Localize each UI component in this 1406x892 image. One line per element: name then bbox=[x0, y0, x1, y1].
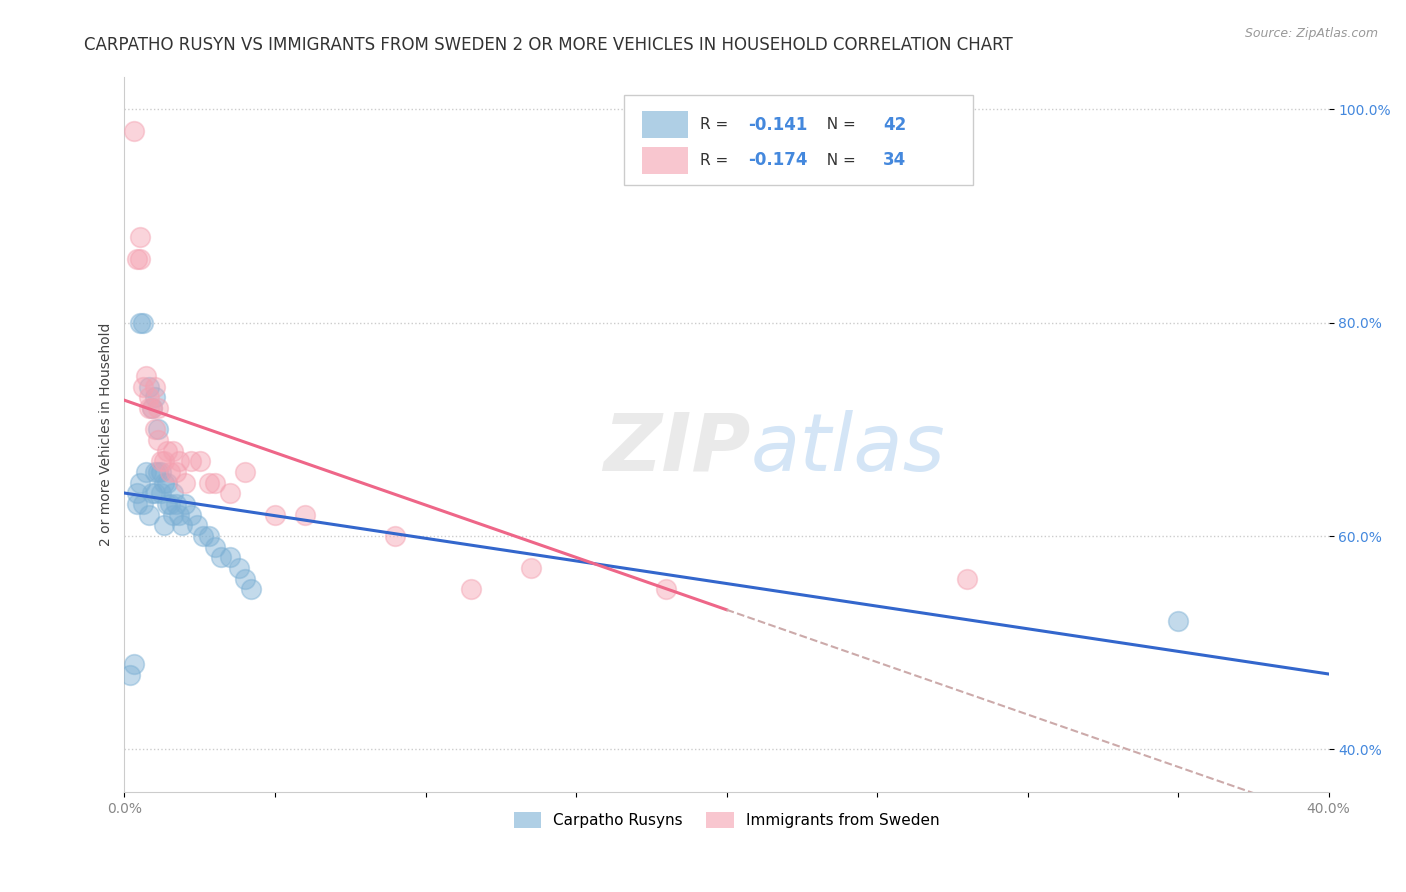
Point bbox=[218, 486, 240, 500]
Point bbox=[162, 443, 184, 458]
Point bbox=[143, 422, 166, 436]
Point bbox=[233, 572, 256, 586]
Point bbox=[138, 380, 160, 394]
Point bbox=[135, 465, 157, 479]
Text: ZIP: ZIP bbox=[603, 410, 751, 488]
Point bbox=[152, 475, 174, 490]
Text: R =: R = bbox=[700, 153, 733, 168]
Point bbox=[1167, 615, 1189, 629]
Bar bbox=[643, 111, 688, 138]
Point bbox=[141, 486, 163, 500]
Point bbox=[146, 401, 169, 415]
Point bbox=[128, 475, 150, 490]
Point bbox=[162, 486, 184, 500]
Point bbox=[197, 475, 219, 490]
Point bbox=[138, 401, 160, 415]
Point bbox=[149, 486, 172, 500]
Point bbox=[131, 380, 153, 394]
Point bbox=[156, 475, 179, 490]
Point bbox=[138, 508, 160, 522]
Point bbox=[146, 465, 169, 479]
Text: 42: 42 bbox=[883, 116, 907, 134]
Point bbox=[125, 252, 148, 266]
Point bbox=[191, 529, 214, 543]
Point bbox=[209, 550, 232, 565]
Point bbox=[120, 667, 142, 681]
Point bbox=[180, 508, 202, 522]
Point bbox=[138, 390, 160, 404]
Point bbox=[152, 454, 174, 468]
Point bbox=[141, 401, 163, 415]
Point bbox=[122, 124, 145, 138]
Point bbox=[162, 508, 184, 522]
Point bbox=[294, 508, 316, 522]
Point bbox=[125, 497, 148, 511]
Bar bbox=[643, 147, 688, 174]
Point bbox=[173, 475, 195, 490]
Point bbox=[204, 475, 226, 490]
Point bbox=[188, 454, 211, 468]
Point bbox=[655, 582, 678, 597]
Point bbox=[204, 540, 226, 554]
FancyBboxPatch shape bbox=[624, 95, 973, 185]
Text: N =: N = bbox=[817, 117, 860, 132]
Point bbox=[170, 518, 193, 533]
Text: 34: 34 bbox=[883, 152, 907, 169]
Point bbox=[146, 422, 169, 436]
Text: atlas: atlas bbox=[751, 410, 945, 488]
Point bbox=[143, 380, 166, 394]
Point bbox=[159, 497, 181, 511]
Point bbox=[156, 497, 179, 511]
Point bbox=[197, 529, 219, 543]
Point bbox=[264, 508, 287, 522]
Point bbox=[149, 454, 172, 468]
Point bbox=[131, 497, 153, 511]
Point bbox=[956, 572, 979, 586]
Point bbox=[173, 497, 195, 511]
Point bbox=[128, 316, 150, 330]
Text: -0.141: -0.141 bbox=[748, 116, 807, 134]
Point bbox=[125, 486, 148, 500]
Point bbox=[180, 454, 202, 468]
Point bbox=[167, 454, 190, 468]
Point bbox=[156, 443, 179, 458]
Point bbox=[167, 508, 190, 522]
Text: Source: ZipAtlas.com: Source: ZipAtlas.com bbox=[1244, 27, 1378, 40]
Point bbox=[186, 518, 208, 533]
Point bbox=[135, 369, 157, 384]
Point bbox=[152, 518, 174, 533]
Text: R =: R = bbox=[700, 117, 733, 132]
Point bbox=[520, 561, 543, 575]
Point bbox=[233, 465, 256, 479]
Point bbox=[228, 561, 250, 575]
Point bbox=[239, 582, 262, 597]
Y-axis label: 2 or more Vehicles in Household: 2 or more Vehicles in Household bbox=[100, 323, 114, 547]
Text: N =: N = bbox=[817, 153, 860, 168]
Point bbox=[460, 582, 482, 597]
Point bbox=[146, 433, 169, 447]
Point bbox=[128, 252, 150, 266]
Point bbox=[141, 401, 163, 415]
Legend: Carpatho Rusyns, Immigrants from Sweden: Carpatho Rusyns, Immigrants from Sweden bbox=[508, 806, 945, 834]
Text: CARPATHO RUSYN VS IMMIGRANTS FROM SWEDEN 2 OR MORE VEHICLES IN HOUSEHOLD CORRELA: CARPATHO RUSYN VS IMMIGRANTS FROM SWEDEN… bbox=[84, 36, 1014, 54]
Point bbox=[143, 465, 166, 479]
Point bbox=[159, 465, 181, 479]
Point bbox=[122, 657, 145, 671]
Point bbox=[165, 465, 187, 479]
Point bbox=[128, 230, 150, 244]
Text: -0.174: -0.174 bbox=[748, 152, 807, 169]
Point bbox=[143, 390, 166, 404]
Point bbox=[165, 497, 187, 511]
Point bbox=[149, 465, 172, 479]
Point bbox=[218, 550, 240, 565]
Point bbox=[384, 529, 406, 543]
Point bbox=[131, 316, 153, 330]
Point bbox=[143, 486, 166, 500]
